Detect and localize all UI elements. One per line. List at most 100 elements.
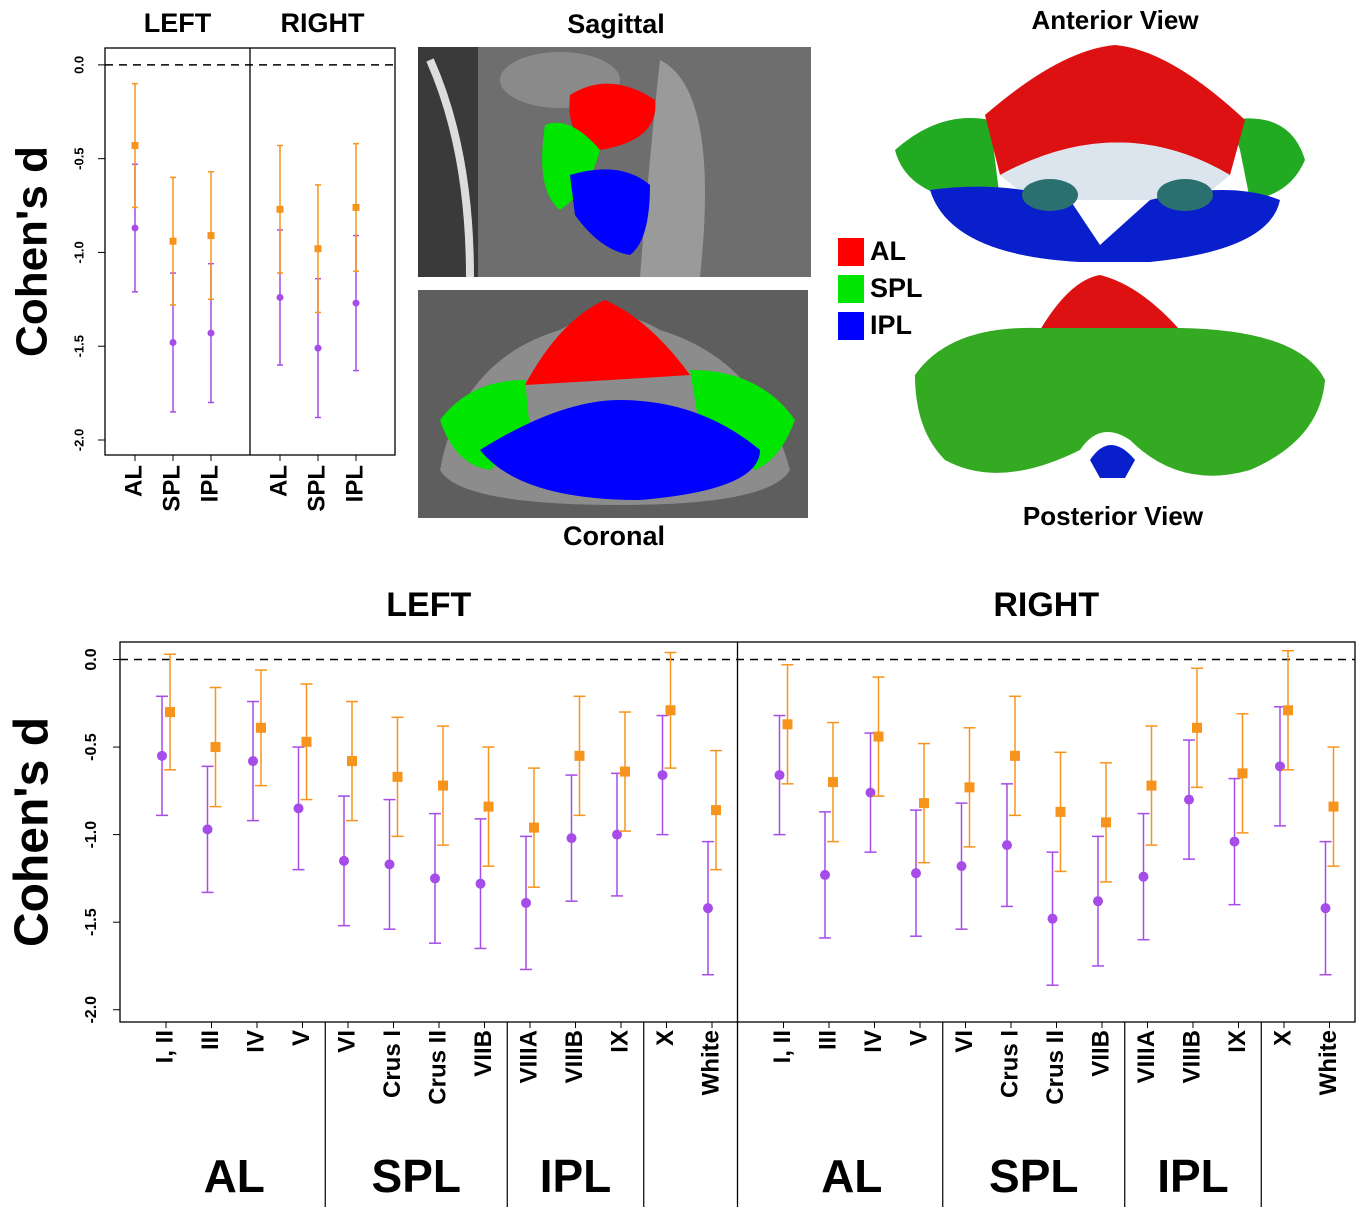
legend-swatch — [838, 238, 864, 266]
point — [248, 756, 258, 766]
point — [919, 798, 929, 808]
point — [256, 723, 266, 733]
legend-label: AL — [870, 236, 906, 266]
x-tick-label: X — [1269, 1030, 1296, 1046]
point — [294, 803, 304, 813]
x-tick-label: VIIIA — [515, 1030, 542, 1083]
point — [529, 823, 539, 833]
point — [1139, 872, 1149, 882]
legend-swatch — [838, 275, 864, 303]
point — [1010, 751, 1020, 761]
panel-title: RIGHT — [281, 8, 366, 38]
x-tick-label: X — [652, 1030, 679, 1046]
group-label: AL — [204, 1150, 265, 1202]
point — [347, 756, 357, 766]
group-label: SPL — [372, 1150, 461, 1202]
y-tick-label: -0.5 — [83, 733, 100, 761]
point — [302, 737, 312, 747]
sagittal-image — [418, 47, 811, 277]
point — [1002, 840, 1012, 850]
y-axis-label: Cohen's d — [8, 146, 57, 357]
point — [132, 225, 139, 232]
point — [353, 300, 360, 307]
point — [208, 330, 215, 337]
x-tick-label: Crus II — [1042, 1030, 1069, 1105]
point — [703, 903, 713, 913]
point — [438, 781, 448, 791]
point — [1101, 817, 1111, 827]
point — [658, 770, 668, 780]
x-tick-label: IV — [860, 1030, 887, 1053]
x-tick-label: IPL — [341, 465, 368, 502]
group-label: SPL — [989, 1150, 1078, 1202]
legend-label: SPL — [870, 273, 923, 303]
point — [775, 770, 785, 780]
point — [911, 868, 921, 878]
x-tick-label: VIIIB — [1178, 1030, 1205, 1083]
posterior-view — [915, 275, 1325, 478]
legend-swatch — [838, 312, 864, 340]
coronal-image — [418, 290, 808, 518]
panel-title: LEFT — [386, 586, 471, 624]
x-tick-label: VIIIB — [561, 1030, 588, 1083]
image-label: Sagittal — [567, 9, 665, 39]
anterior-view — [895, 45, 1305, 262]
x-tick-label: AL — [120, 465, 147, 497]
point — [208, 232, 215, 239]
point — [1056, 807, 1066, 817]
point — [385, 859, 395, 869]
y-tick-label: -1.0 — [83, 821, 100, 849]
x-tick-label: SPL — [303, 465, 330, 512]
y-tick-label: -1.0 — [71, 241, 86, 263]
point — [339, 856, 349, 866]
point — [211, 742, 221, 752]
x-tick-label: VI — [333, 1030, 360, 1053]
image-label: Posterior View — [1023, 501, 1204, 531]
point — [132, 142, 139, 149]
x-tick-label: IX — [606, 1030, 633, 1053]
point — [430, 873, 440, 883]
point — [575, 751, 585, 761]
panel-title: RIGHT — [993, 586, 1099, 624]
x-tick-label: V — [288, 1030, 315, 1046]
y-tick-label: -0.5 — [71, 147, 86, 169]
x-tick-label: AL — [265, 465, 292, 497]
x-tick-label: VIIB — [470, 1030, 497, 1077]
x-tick-label: VI — [951, 1030, 978, 1053]
x-tick-label: White — [1315, 1030, 1342, 1095]
x-tick-label: IX — [1224, 1030, 1251, 1053]
point — [620, 767, 630, 777]
x-tick-label: VIIB — [1087, 1030, 1114, 1077]
point — [484, 802, 494, 812]
point — [874, 732, 884, 742]
y-axis-label: Cohen's d — [6, 717, 59, 947]
x-tick-label: Crus II — [424, 1030, 451, 1105]
y-tick-label: -1.5 — [71, 335, 86, 357]
point — [170, 238, 177, 245]
point — [1147, 781, 1157, 791]
x-tick-label: III — [814, 1030, 841, 1050]
point — [521, 898, 531, 908]
point — [277, 294, 284, 301]
y-tick-label: 0.0 — [71, 56, 86, 74]
point — [1283, 705, 1293, 715]
panel-title: LEFT — [144, 8, 212, 38]
point — [666, 705, 676, 715]
point — [170, 339, 177, 346]
x-tick-label: Crus I — [996, 1030, 1023, 1098]
point — [783, 719, 793, 729]
point — [476, 879, 486, 889]
point — [277, 206, 284, 213]
x-tick-label: III — [197, 1030, 224, 1050]
figure: SagittalCoronalAnterior ViewPosterior Vi… — [0, 0, 1363, 1207]
point — [1184, 795, 1194, 805]
group-label: IPL — [540, 1150, 612, 1202]
point — [828, 777, 838, 787]
point — [393, 772, 403, 782]
group-label: AL — [821, 1150, 882, 1202]
legend-label: IPL — [870, 310, 912, 340]
y-tick-label: -2.0 — [83, 996, 100, 1024]
x-tick-label: I, II — [151, 1030, 178, 1063]
x-tick-label: IPL — [196, 465, 223, 502]
x-tick-label: IV — [242, 1030, 269, 1053]
